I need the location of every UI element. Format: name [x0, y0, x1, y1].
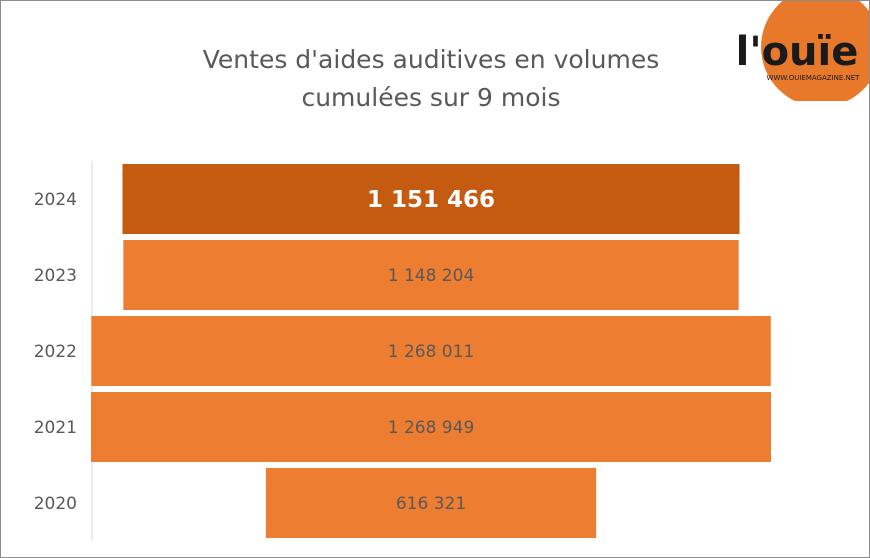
chart-title: Ventes d'aides auditives en volumes cumu… — [131, 41, 731, 117]
data-label-2020: 616 321 — [396, 494, 466, 514]
data-label-2022: 1 268 011 — [388, 342, 475, 362]
chart-title-line-1: Ventes d'aides auditives en volumes — [202, 45, 660, 74]
bar-2024 — [122, 164, 740, 234]
y-tick-2022: 2022 — [34, 342, 77, 362]
bar-2020 — [265, 468, 597, 538]
y-tick-2021: 2021 — [34, 418, 77, 438]
data-label-2023: 1 148 204 — [388, 266, 475, 286]
y-tick-2020: 2020 — [34, 494, 77, 514]
logo-circle — [761, 0, 870, 107]
bar-2021 — [91, 392, 771, 462]
bar-group: 1 151 466 2024 1 148 204 2023 1 268 011 2022 1… — [34, 164, 771, 538]
data-label-2021: 1 268 949 — [388, 418, 475, 438]
bar-2023 — [123, 240, 739, 310]
y-tick-2024: 2024 — [34, 190, 77, 210]
logo-url: WWW.OUIEMAGAZINE.NET — [767, 74, 861, 82]
ouie-logo: l'ouïe WWW.OUIEMAGAZINE.NET — [729, 0, 870, 107]
bar-2022 — [91, 316, 771, 386]
data-label-2024: 1 151 466 — [367, 187, 495, 213]
y-tick-2023: 2023 — [34, 266, 77, 286]
logo-wordmark: l'ouïe — [736, 29, 859, 75]
chart-title-line-2: cumulées sur 9 mois — [301, 83, 561, 112]
